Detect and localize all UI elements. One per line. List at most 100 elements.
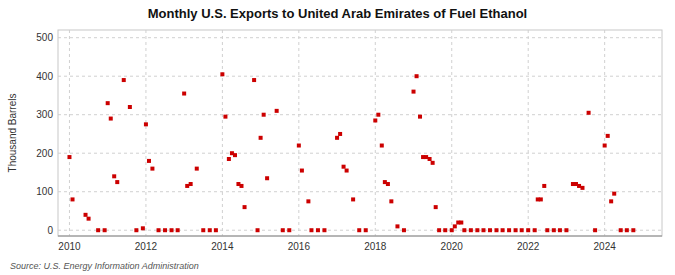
y-tick-label: 100: [36, 186, 53, 197]
point: [195, 167, 199, 171]
point: [84, 213, 88, 217]
point: [462, 228, 466, 232]
point: [475, 228, 479, 232]
point: [609, 199, 613, 203]
point: [395, 224, 399, 228]
point: [122, 78, 126, 82]
point: [342, 165, 346, 169]
point: [239, 184, 243, 188]
point: [87, 217, 91, 221]
point: [300, 169, 304, 173]
point: [112, 174, 116, 178]
point: [501, 228, 505, 232]
point: [243, 205, 247, 209]
point: [612, 192, 616, 196]
point: [520, 228, 524, 232]
plot-frame: [58, 30, 662, 236]
point: [428, 157, 432, 161]
point: [580, 186, 584, 190]
x-grid-line: [69, 30, 70, 236]
x-tick-label: 2024: [594, 241, 617, 252]
point: [514, 228, 518, 232]
point: [593, 228, 597, 232]
x-tick-label: 2020: [441, 241, 464, 252]
point: [526, 228, 530, 232]
point: [619, 228, 623, 232]
point: [338, 132, 342, 136]
point: [386, 182, 390, 186]
point: [450, 228, 454, 232]
point: [306, 199, 310, 203]
point: [170, 228, 174, 232]
source-note: Source: U.S. Energy Information Administ…: [10, 261, 199, 271]
point: [459, 221, 463, 225]
point: [424, 155, 428, 159]
y-grid-line: [58, 37, 662, 38]
point: [488, 228, 492, 232]
point: [539, 197, 543, 201]
point: [176, 228, 180, 232]
point: [494, 228, 498, 232]
point: [415, 74, 419, 78]
point: [453, 224, 457, 228]
x-tick-label: 2010: [58, 241, 81, 252]
point: [322, 228, 326, 232]
point: [443, 228, 447, 232]
x-axis-line: [58, 236, 662, 237]
point: [418, 115, 422, 119]
point: [552, 228, 556, 232]
point: [163, 228, 167, 232]
point: [631, 228, 635, 232]
point: [189, 182, 193, 186]
x-grid-line: [298, 30, 299, 236]
x-grid-line: [604, 30, 605, 236]
x-tick-label: 2014: [211, 241, 234, 252]
point: [106, 101, 110, 105]
grid: [58, 30, 662, 236]
point: [603, 144, 607, 148]
x-tick-label: 2016: [288, 241, 311, 252]
point: [545, 228, 549, 232]
point: [233, 153, 237, 157]
x-grid-line: [222, 30, 223, 236]
point: [259, 136, 263, 140]
y-tick-label: 500: [36, 32, 53, 43]
point: [115, 180, 119, 184]
x-grid-line: [451, 30, 452, 236]
point: [227, 157, 231, 161]
x-grid-line: [145, 30, 146, 236]
point: [335, 136, 339, 140]
point: [256, 228, 260, 232]
point: [103, 228, 107, 232]
point: [533, 228, 537, 232]
y-tick-label: 400: [36, 71, 53, 82]
x-tick-label: 2018: [364, 241, 387, 252]
x-tick-label: 2012: [135, 241, 158, 252]
point: [316, 228, 320, 232]
point: [144, 122, 148, 126]
point: [380, 144, 384, 148]
x-tick-label: 2022: [517, 241, 540, 252]
point: [275, 109, 279, 113]
point: [297, 144, 301, 148]
point: [564, 228, 568, 232]
point: [262, 113, 266, 117]
point: [309, 228, 313, 232]
y-grid-line: [58, 191, 662, 192]
point: [109, 117, 113, 121]
point: [542, 184, 546, 188]
point: [577, 184, 581, 188]
point: [287, 228, 291, 232]
point: [434, 205, 438, 209]
chart: 0100200300400500201020122014201620182020…: [0, 0, 675, 275]
point: [71, 197, 75, 201]
point: [223, 115, 227, 119]
point: [157, 228, 161, 232]
point: [345, 169, 349, 173]
point: [376, 113, 380, 117]
point: [150, 167, 154, 171]
point: [265, 176, 269, 180]
y-grid-line: [58, 76, 662, 77]
point: [469, 228, 473, 232]
y-tick-label: 200: [36, 148, 53, 159]
